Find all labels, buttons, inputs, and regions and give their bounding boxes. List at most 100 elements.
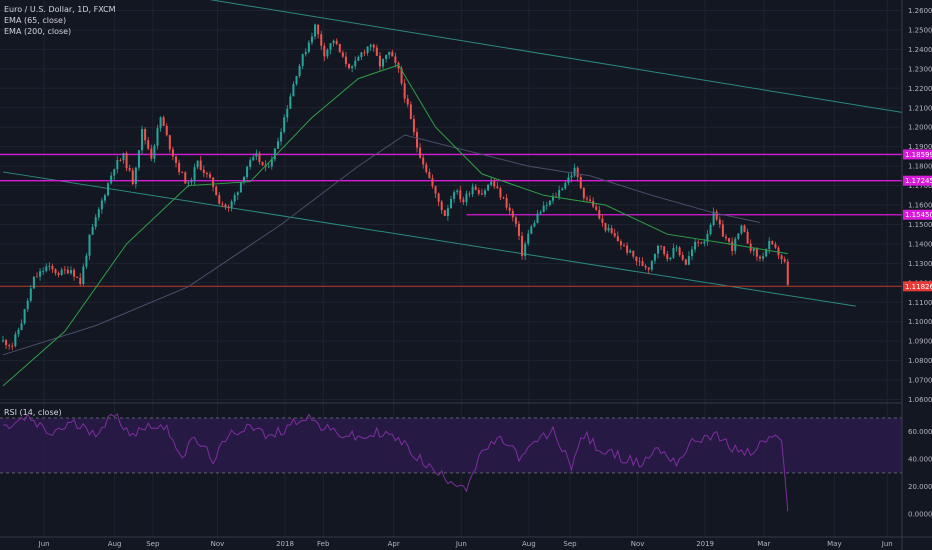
candle-body xyxy=(88,234,91,256)
time-axis[interactable]: Jun Aug Sep Nov 2018 Feb Apr Jun Aug Sep Nov 2019 Ma… xyxy=(38,540,893,548)
candle-body xyxy=(178,162,181,173)
candle-body xyxy=(270,159,273,167)
candle-body xyxy=(728,238,731,242)
candle-body xyxy=(521,235,524,257)
candle-body xyxy=(246,166,249,178)
candle-body xyxy=(69,270,72,274)
candle-body xyxy=(706,234,709,242)
price-tick-label: 1.06000 xyxy=(908,396,932,404)
candle-body xyxy=(530,226,533,234)
candle-body xyxy=(471,186,474,195)
candle-body xyxy=(425,164,428,173)
rsi-legend[interactable]: RSI (14, close) xyxy=(4,408,62,417)
candle-body xyxy=(585,198,588,200)
candle-body xyxy=(295,76,298,85)
candle-body xyxy=(657,245,660,254)
symbol-title[interactable]: Euro / U.S. Dollar, 1D, FXCM xyxy=(4,5,116,14)
candle-body xyxy=(604,222,607,231)
candle-body xyxy=(276,141,279,149)
candle-body xyxy=(258,153,261,162)
price-tick-label: 1.25000 xyxy=(908,26,932,34)
candle-body xyxy=(582,188,585,199)
candle-body xyxy=(103,195,106,201)
candle-body xyxy=(249,160,252,167)
candle-body xyxy=(320,34,323,46)
candle-body xyxy=(378,55,381,67)
candle-body xyxy=(576,167,579,177)
candle-body xyxy=(496,186,499,189)
candle-body xyxy=(304,51,307,55)
candle-body xyxy=(551,196,554,201)
channel-lower-line xyxy=(2,171,856,307)
candle-body xyxy=(619,241,622,246)
candles xyxy=(1,23,789,351)
time-tick-label: Nov xyxy=(631,540,645,548)
candle-body xyxy=(190,180,193,183)
price-tick-label: 1.08000 xyxy=(908,357,932,365)
candle-body xyxy=(310,36,313,43)
candle-body xyxy=(292,84,295,97)
candle-body xyxy=(369,44,372,47)
candle-body xyxy=(255,153,258,157)
candle-body xyxy=(638,261,641,262)
ema-65-legend[interactable]: EMA (65, close) xyxy=(4,16,67,25)
candle-body xyxy=(724,236,727,239)
candle-body xyxy=(230,201,233,208)
candle-body xyxy=(505,198,508,208)
candle-body xyxy=(17,329,20,335)
level-tag xyxy=(903,209,932,220)
candle-body xyxy=(548,200,551,206)
candle-body xyxy=(514,217,517,224)
candle-body xyxy=(758,256,761,259)
candle-body xyxy=(669,257,672,260)
candle-body xyxy=(113,169,116,176)
candle-body xyxy=(403,83,406,99)
price-tick-label: 1.16000 xyxy=(908,202,932,210)
candle-body xyxy=(493,181,496,187)
price-tick-label: 1.15000 xyxy=(908,221,932,229)
candle-body xyxy=(517,223,520,236)
price-tick-label: 1.10000 xyxy=(908,318,932,326)
candle-body xyxy=(416,132,419,148)
candle-body xyxy=(1,340,5,342)
candle-body xyxy=(181,172,184,173)
candle-body xyxy=(524,243,527,257)
candle-body xyxy=(122,153,125,161)
candle-body xyxy=(755,248,758,257)
candle-body xyxy=(236,192,239,196)
candle-body xyxy=(412,118,415,133)
candle-body xyxy=(786,261,789,285)
price-axis[interactable]: 1.26000 1.25000 1.24000 1.23000 1.22000 1.210… xyxy=(908,7,932,519)
candle-body xyxy=(456,190,459,193)
candle-body xyxy=(150,148,153,159)
candle-body xyxy=(242,177,245,183)
last-price-tag xyxy=(903,281,932,292)
candle-body xyxy=(545,205,548,206)
candle-body xyxy=(301,54,304,66)
candle-body xyxy=(128,168,131,171)
price-tick-label: 1.20000 xyxy=(908,124,932,132)
candle-body xyxy=(366,46,369,53)
candle-body xyxy=(616,236,619,242)
candle-body xyxy=(341,52,344,57)
candle-body xyxy=(85,255,88,267)
price-tick-label: 1.07000 xyxy=(908,377,932,385)
ema-200-legend[interactable]: EMA (200, close) xyxy=(4,27,72,36)
candle-body xyxy=(533,223,536,227)
price-tick-label: 1.17000 xyxy=(908,182,932,190)
time-tick-label: May xyxy=(827,540,841,548)
candle-body xyxy=(79,277,82,285)
candle-body xyxy=(635,256,638,262)
candle-body xyxy=(159,117,162,129)
candle-body xyxy=(613,233,616,237)
candle-body xyxy=(721,224,724,237)
time-tick-label: Jun xyxy=(455,540,467,548)
candle-body xyxy=(570,175,573,178)
candle-body xyxy=(592,200,595,207)
candle-body xyxy=(697,241,700,243)
candle-body xyxy=(317,24,320,35)
rsi-pane xyxy=(0,412,902,512)
rsi-tick-label: 20.0000 xyxy=(908,483,932,491)
candle-body xyxy=(629,250,632,253)
